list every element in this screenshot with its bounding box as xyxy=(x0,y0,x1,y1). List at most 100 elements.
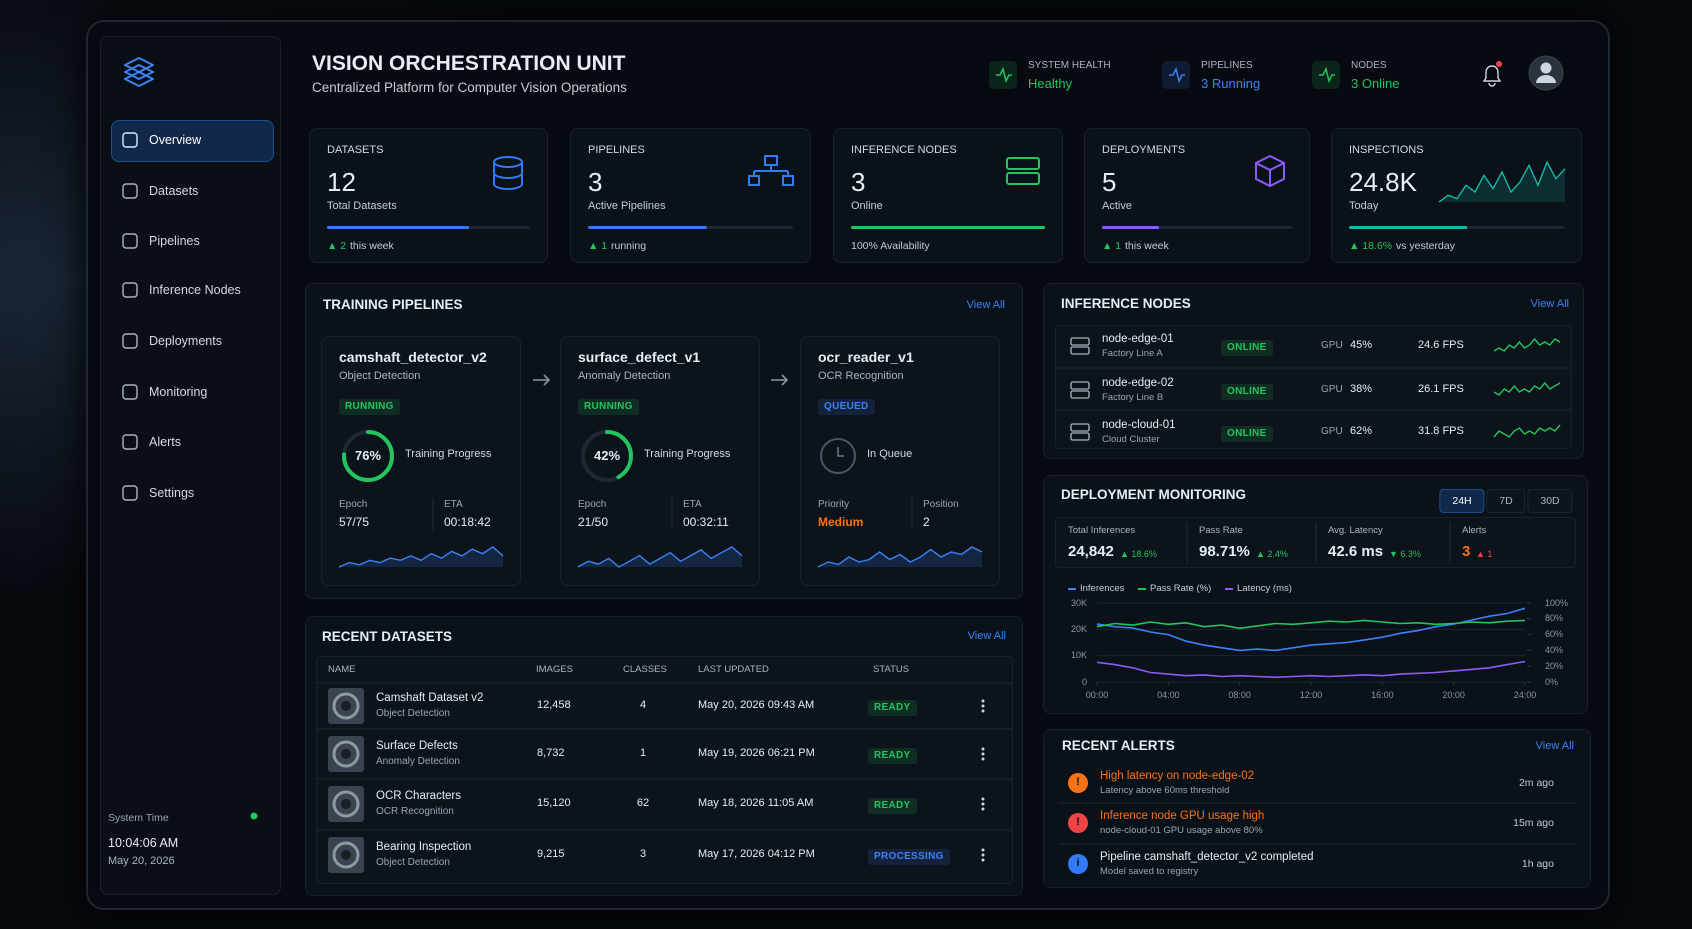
alert-detail: Latency above 60ms threshold xyxy=(1100,785,1230,797)
node-fps: 31.8 FPS xyxy=(1418,425,1464,438)
range-button[interactable]: 24H xyxy=(1439,488,1485,514)
stat-value: Medium xyxy=(818,514,864,529)
nav-item[interactable]: Datasets xyxy=(149,183,199,198)
status-badge: READY xyxy=(868,700,917,716)
status-badge: ONLINE xyxy=(1221,426,1273,442)
dataset-updated: May 18, 2026 11:05 AM xyxy=(698,797,814,810)
stat-change: ▲ 18.6% xyxy=(1120,548,1157,559)
progress-label: Training Progress xyxy=(405,448,492,461)
view-all-link[interactable]: View All xyxy=(1535,740,1574,753)
nav-item[interactable]: Overview xyxy=(149,132,202,147)
x-tick-label: 00:00 xyxy=(1085,689,1109,700)
status-value: Healthy xyxy=(1028,76,1073,92)
table-header: IMAGES xyxy=(536,664,573,676)
gpu-usage: 62% xyxy=(1350,425,1373,438)
nav-item[interactable]: Pipelines xyxy=(149,233,200,248)
dataset-classes: 1 xyxy=(639,747,647,760)
dataset-name: Camshaft Dataset v2 xyxy=(376,692,484,705)
kpi-value: 24.8K xyxy=(1349,167,1417,198)
pipeline-name: ocr_reader_v1 xyxy=(818,348,914,365)
dataset-type: Object Detection xyxy=(376,857,450,868)
status-badge: ONLINE xyxy=(1221,384,1273,400)
dataset-type: Object Detection xyxy=(376,708,450,719)
nav-item[interactable]: Alerts xyxy=(149,434,181,449)
section-title: RECENT ALERTS xyxy=(1062,737,1175,753)
dataset-type: OCR Recognition xyxy=(376,806,454,817)
table-header: LAST UPDATED xyxy=(698,664,769,676)
kpi-trend-text: vs yesterday xyxy=(1396,239,1455,252)
kpi-label: DATASETS xyxy=(327,144,384,157)
dataset-type: Anomaly Detection xyxy=(376,756,460,767)
dataset-images: 12,458 xyxy=(537,699,571,712)
dataset-name: OCR Characters xyxy=(376,790,461,803)
section-title: TRAINING PIPELINES xyxy=(323,296,463,312)
stat-label: Position xyxy=(923,499,959,510)
nav-item[interactable]: Inference Nodes xyxy=(149,282,241,297)
status-value: 3 Running xyxy=(1201,76,1261,92)
stat-label: Priority xyxy=(818,499,850,510)
status-label: SYSTEM HEALTH xyxy=(1028,60,1111,71)
pipeline-type: Anomaly Detection xyxy=(578,370,671,383)
node-location: Factory Line A xyxy=(1102,348,1163,360)
stat-value: 24,842 xyxy=(1068,543,1114,560)
stat-value: 21/50 xyxy=(578,514,609,529)
status-badge: RUNNING xyxy=(339,399,400,415)
y2-tick-label: 40% xyxy=(1545,645,1564,655)
range-button[interactable]: 30D xyxy=(1527,488,1573,514)
stat-label: Pass Rate xyxy=(1199,525,1243,537)
y2-tick-label: 100% xyxy=(1545,597,1569,608)
status-badge: READY xyxy=(868,798,917,814)
kpi-value: 5 xyxy=(1102,167,1117,198)
y-tick-label: 0 xyxy=(1081,676,1087,687)
node-name: node-cloud-01 xyxy=(1102,419,1176,432)
stat-value: 3 xyxy=(1462,543,1471,560)
dataset-updated: May 19, 2026 06:21 PM xyxy=(698,747,815,760)
progress-value: 76% xyxy=(354,448,382,464)
stat-label: Epoch xyxy=(339,499,368,510)
y-tick-label: 20K xyxy=(1070,623,1087,634)
y2-tick-label: 20% xyxy=(1545,660,1564,671)
pipeline-type: Object Detection xyxy=(339,370,421,383)
kpi-trend-text: this week xyxy=(350,239,394,252)
dataset-images: 15,120 xyxy=(537,797,571,810)
stat-value: 2 xyxy=(923,514,930,529)
dataset-classes: 3 xyxy=(639,848,647,861)
kpi-value: 3 xyxy=(851,167,866,198)
recent-alerts-panel xyxy=(1043,729,1591,888)
kpi-caption: Active xyxy=(1102,200,1132,213)
stat-value: 00:18:42 xyxy=(444,514,491,529)
kpi-value: 12 xyxy=(327,167,356,198)
system-time-label: System Time xyxy=(108,811,169,824)
dataset-classes: 4 xyxy=(639,699,647,712)
node-fps: 26.1 FPS xyxy=(1418,383,1464,396)
dataset-updated: May 17, 2026 04:12 PM xyxy=(698,848,815,861)
gpu-label: GPU xyxy=(1321,426,1343,437)
stat-value: 98.71% xyxy=(1199,543,1250,560)
kpi-caption: Today xyxy=(1349,200,1379,213)
y2-tick-label: 0% xyxy=(1545,676,1559,687)
stat-change: ▲ 1 xyxy=(1476,548,1493,559)
x-tick-label: 04:00 xyxy=(1157,689,1180,700)
kpi-label: INSPECTIONS xyxy=(1349,144,1424,157)
y2-tick-label: 80% xyxy=(1545,613,1564,624)
stat-label: ETA xyxy=(683,499,702,510)
view-all-link[interactable]: View All xyxy=(1530,298,1569,311)
nav-item[interactable]: Settings xyxy=(149,485,195,500)
progress-value: 42% xyxy=(593,448,621,464)
range-button[interactable]: 7D xyxy=(1486,488,1526,514)
alert-title: High latency on node-edge-02 xyxy=(1100,770,1255,783)
view-all-link[interactable]: View All xyxy=(967,630,1006,643)
alert-detail: node-cloud-01 GPU usage above 80% xyxy=(1100,825,1263,837)
section-title: INFERENCE NODES xyxy=(1061,295,1191,311)
nav-item[interactable]: Deployments xyxy=(149,333,222,348)
nav-item[interactable]: Monitoring xyxy=(149,384,208,399)
view-all-link[interactable]: View All xyxy=(966,299,1005,312)
section-title: DEPLOYMENT MONITORING xyxy=(1061,486,1247,502)
gpu-label: GPU xyxy=(1321,384,1343,395)
kpi-value: 3 xyxy=(588,167,603,198)
page-title: VISION ORCHESTRATION UNIT xyxy=(312,52,626,76)
alert-time: 15m ago xyxy=(1513,816,1554,829)
stat-value: 57/75 xyxy=(339,514,370,529)
stat-label: Epoch xyxy=(578,499,607,510)
kpi-trend-value: ▲ 1 xyxy=(588,239,608,252)
